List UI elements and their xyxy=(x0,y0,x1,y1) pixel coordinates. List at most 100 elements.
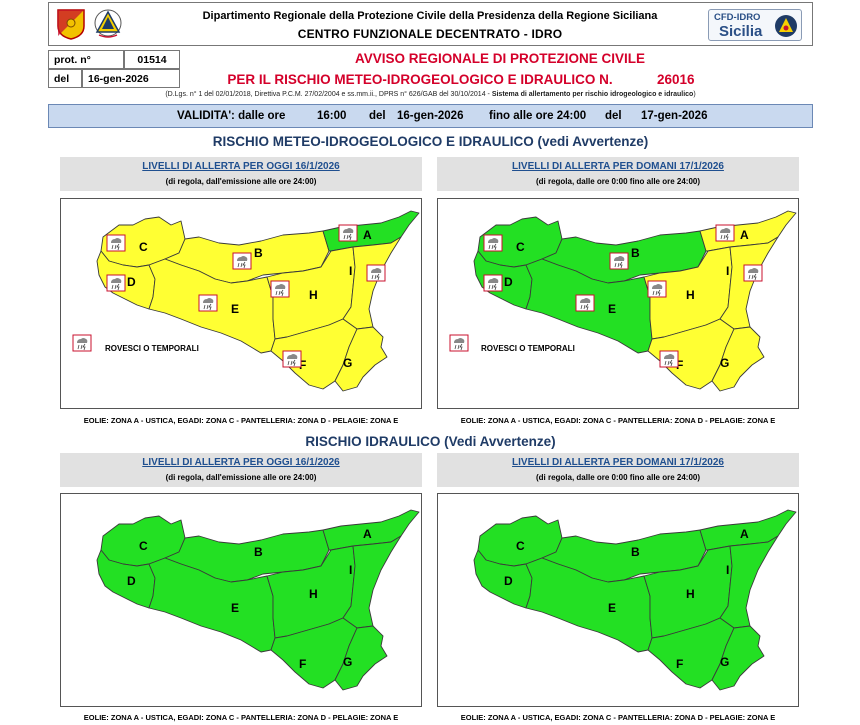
today-meteo-header: LIVELLI DI ALLERTA PER OGGI 16/1/2026 (d… xyxy=(60,157,422,191)
legal-system: Sistema di allertamento per rischio idro… xyxy=(491,91,694,98)
zone-i-meteo-tomorrow xyxy=(719,236,779,330)
thunderstorm-icon xyxy=(609,252,629,270)
validity-from-date: 16-gen-2026 xyxy=(397,110,464,122)
document-header xyxy=(48,2,813,46)
map-idraulico-today: A B C D E F G H I xyxy=(60,493,422,707)
sicily-map-svg: A B C D E F G H I xyxy=(449,210,797,392)
zone-label-i: I xyxy=(726,264,729,278)
validity-to-date: 17-gen-2026 xyxy=(641,110,708,122)
rovesci-label-tomorrow: ROVESCI O TEMPORALI xyxy=(481,344,575,353)
legal-close: ) xyxy=(693,91,696,98)
cfd-idro-logo: CFD-IDRO Sicilia xyxy=(708,9,802,41)
thunderstorm-icon xyxy=(743,264,763,282)
today-idraulico-header: LIVELLI DI ALLERTA PER OGGI 16/1/2026 (d… xyxy=(60,453,422,487)
idraulico-footer-today: EOLIE: ZONA A - USTICA, EGADI: ZONA C - … xyxy=(83,713,399,722)
legal-reference: (D.Lgs. n° 1 del 02/01/2018, Direttiva P… xyxy=(48,91,813,98)
zone-label-g: G xyxy=(343,655,352,669)
thunderstorm-icon xyxy=(198,294,218,312)
zone-label-a: A xyxy=(363,527,372,541)
zone-label-c: C xyxy=(139,539,148,553)
thunderstorm-icon xyxy=(659,350,679,368)
meteo-footer-today: EOLIE: ZONA A - USTICA, EGADI: ZONA C - … xyxy=(83,416,399,425)
idraulico-footer-tomorrow: EOLIE: ZONA A - USTICA, EGADI: ZONA C - … xyxy=(460,713,776,722)
zone-label-e: E xyxy=(231,302,239,316)
meteo-footer-tomorrow: EOLIE: ZONA A - USTICA, EGADI: ZONA C - … xyxy=(460,416,776,425)
zone-label-d: D xyxy=(504,275,513,289)
center-name: CENTRO FUNZIONALE DECENTRATO - IDRO xyxy=(297,27,563,41)
tomorrow-idraulico-title: LIVELLI DI ALLERTA PER DOMANI 17/1/2026 xyxy=(512,457,724,468)
validity-label: VALIDITA': dalle ore xyxy=(177,110,286,122)
zone-label-h: H xyxy=(309,288,318,302)
thunderstorm-icon xyxy=(715,224,735,242)
zone-label-i: I xyxy=(349,264,352,278)
thunderstorm-icon xyxy=(366,264,386,282)
zone-g-idraulico-today xyxy=(334,625,388,691)
validity-from-time: 16:00 xyxy=(317,110,347,122)
thunderstorm-icon xyxy=(483,274,503,292)
avviso-number: 26016 xyxy=(657,72,695,87)
tomorrow-idraulico-subtitle: (di regola, dalle ore 0:00 fino alle ore… xyxy=(535,473,701,482)
zone-g-meteo-today xyxy=(334,326,388,392)
thunderstorm-icon xyxy=(647,280,667,298)
zone-label-d: D xyxy=(504,574,513,588)
validity-to-word: del xyxy=(605,110,622,122)
zone-label-e: E xyxy=(608,601,616,615)
department-name: Dipartimento Regionale della Protezione … xyxy=(202,10,658,22)
zone-label-f: F xyxy=(676,358,683,372)
avviso-subtitle: PER IL RISCHIO METEO-IDROGEOLOGICO E IDR… xyxy=(227,72,613,87)
sicily-map-svg: A B C D E F G H I xyxy=(473,509,797,691)
rovesci-label-today: ROVESCI O TEMPORALI xyxy=(105,344,199,353)
thunderstorm-icon xyxy=(106,274,126,292)
tomorrow-meteo-title: LIVELLI DI ALLERTA PER DOMANI 17/1/2026 xyxy=(512,161,724,172)
thunderstorm-icon xyxy=(232,252,252,270)
zone-label-c: C xyxy=(516,240,525,254)
zone-label-f: F xyxy=(299,358,306,372)
thunderstorm-icon xyxy=(106,234,126,252)
tomorrow-meteo-subtitle: (di regola, dalle ore 0:00 fino alle ore… xyxy=(535,177,701,186)
today-meteo-subtitle: (di regola, dall'emissione alle ore 24:0… xyxy=(165,177,317,186)
zone-label-i: I xyxy=(726,563,729,577)
zone-label-g: G xyxy=(720,356,729,370)
prot-label: prot. n° xyxy=(48,50,124,69)
zone-label-b: B xyxy=(631,545,640,559)
zone-label-i: I xyxy=(349,563,352,577)
validity-from-word: del xyxy=(369,110,386,122)
zone-label-f: F xyxy=(299,657,306,671)
zone-label-a: A xyxy=(740,527,749,541)
validity-bar: VALIDITA': dalle ore 16:00 del 16-gen-20… xyxy=(48,104,813,128)
protezione-civile-logo xyxy=(94,9,122,38)
prot-number: 01514 xyxy=(124,50,180,69)
thunderstorm-icon xyxy=(575,294,595,312)
prot-date: 16-gen-2026 xyxy=(82,69,180,88)
thunderstorm-icon xyxy=(270,280,290,298)
zone-label-h: H xyxy=(309,587,318,601)
sicily-map-svg: A B C D E F G H I xyxy=(96,509,420,691)
zone-label-c: C xyxy=(516,539,525,553)
thunderstorm-icon xyxy=(282,350,302,368)
thunderstorm-icon xyxy=(72,334,92,352)
legal-text: (D.Lgs. n° 1 del 02/01/2018, Direttiva P… xyxy=(165,91,492,98)
prot-date-label: del xyxy=(48,69,82,88)
trinacria-logo xyxy=(57,9,85,40)
zone-i-meteo-today xyxy=(342,236,402,330)
zone-label-h: H xyxy=(686,587,695,601)
zone-g-meteo-tomorrow xyxy=(711,326,765,392)
today-idraulico-title: LIVELLI DI ALLERTA PER OGGI 16/1/2026 xyxy=(142,457,340,468)
today-meteo-title: LIVELLI DI ALLERTA PER OGGI 16/1/2026 xyxy=(142,161,340,172)
sicily-map-svg: A B C D E F G H I xyxy=(72,210,420,392)
zone-label-d: D xyxy=(127,574,136,588)
cfd-emblem-icon xyxy=(775,15,797,37)
map-meteo-today: A B C D E F G H I xyxy=(60,198,422,409)
thunderstorm-icon xyxy=(449,334,469,352)
zone-label-g: G xyxy=(343,356,352,370)
cfd-logo-bottom: Sicilia xyxy=(719,23,763,40)
tomorrow-meteo-header: LIVELLI DI ALLERTA PER DOMANI 17/1/2026 … xyxy=(437,157,799,191)
zone-label-b: B xyxy=(254,246,263,260)
zone-label-h: H xyxy=(686,288,695,302)
avviso-title: AVVISO REGIONALE DI PROTEZIONE CIVILE xyxy=(354,51,646,66)
zone-label-e: E xyxy=(231,601,239,615)
zone-label-g: G xyxy=(720,655,729,669)
zone-label-e: E xyxy=(608,302,616,316)
zone-i-idraulico-today xyxy=(342,535,402,629)
map-idraulico-tomorrow: A B C D E F G H I xyxy=(437,493,799,707)
